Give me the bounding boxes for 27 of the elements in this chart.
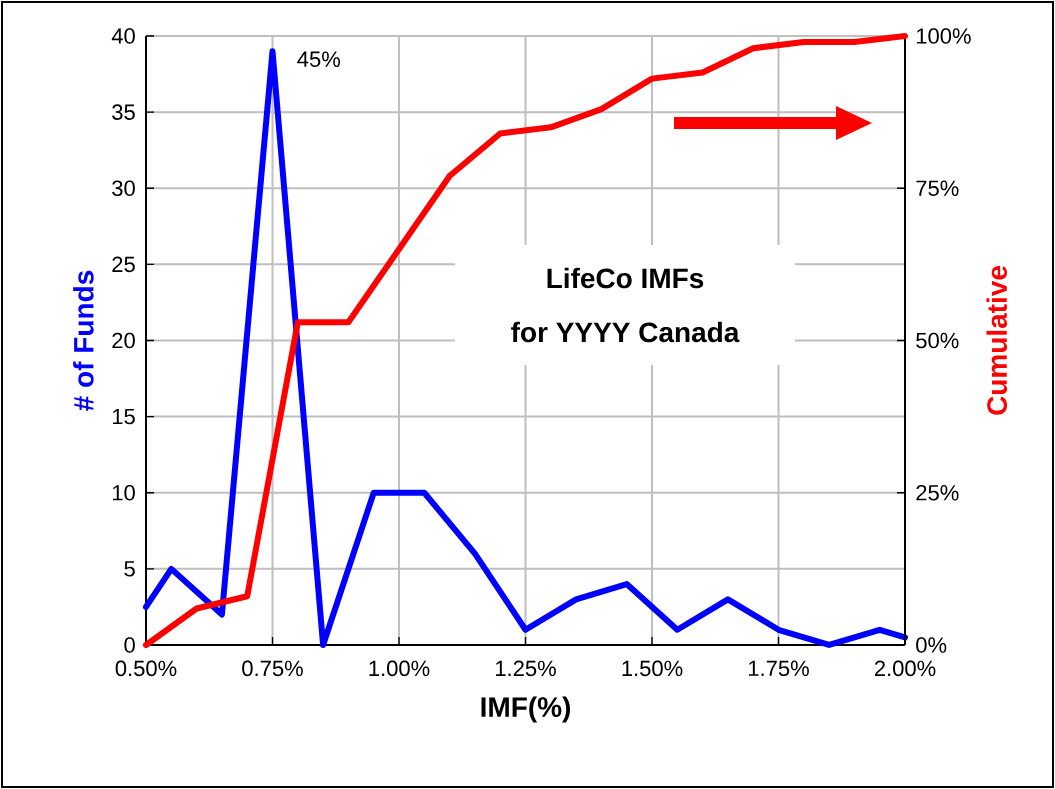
y2-tick-label: 25%: [916, 484, 959, 501]
x-axis-title: IMF(%): [481, 696, 570, 723]
y-tick-label: 0: [124, 637, 135, 653]
x-tick-label: 1.75%: [748, 660, 809, 677]
x-tick-label: 2.00%: [874, 660, 936, 677]
annotation: 45%: [297, 51, 341, 67]
y2-tick-label: 50%: [916, 332, 959, 349]
text: LifeCo IMFs: [547, 267, 704, 289]
x-tick-label: 0.50%: [115, 660, 177, 677]
y-tick-label: 30: [112, 180, 135, 197]
y-axis-title: # of Funds: [73, 270, 94, 411]
y2-axis-title: Cumulative: [986, 265, 1008, 415]
y-tick-label: 5: [124, 561, 135, 577]
x-tick-label: 1.00%: [369, 660, 430, 677]
y-tick-label: 10: [112, 484, 135, 501]
y-tick-label: 40: [111, 28, 135, 44]
y2-tick-label: 0%: [916, 637, 947, 653]
y2-tick-label: 100%: [916, 28, 971, 44]
y-tick-label: 15: [112, 408, 135, 425]
y-tick-label: 25: [112, 256, 135, 273]
y2-tick-label: 75%: [916, 180, 959, 196]
x-tick-label: 0.75%: [242, 660, 303, 677]
y-tick-label: 35: [112, 104, 135, 120]
x-tick-label: 1.25%: [495, 660, 556, 677]
text: for YYYY Canada: [511, 321, 740, 343]
x-tick-label: 1.50%: [622, 660, 683, 677]
y-tick-label: 20: [112, 332, 135, 349]
